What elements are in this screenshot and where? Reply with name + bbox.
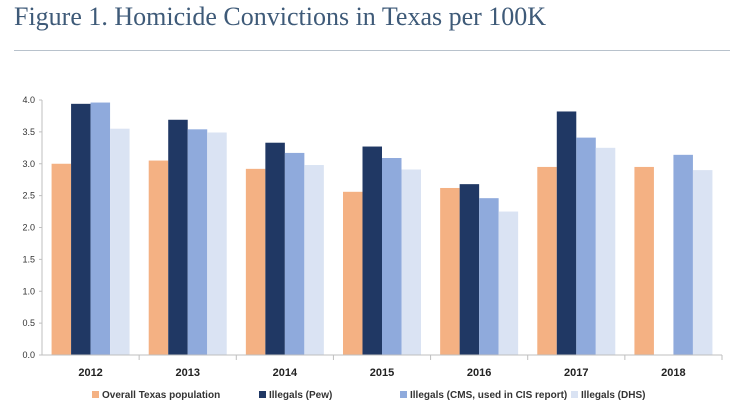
bar-2012-series-1 xyxy=(51,163,72,355)
y-tick-label: 2.5 xyxy=(22,191,35,201)
legend-label-1: Overall Texas population xyxy=(102,390,220,401)
page-title: Figure 1. Homicide Convictions in Texas … xyxy=(14,2,547,31)
y-axis: 0.0 0.5 1.0 1.5 2.0 2.5 3.0 3.5 4.0 xyxy=(22,95,43,360)
bar-2012-series-2 xyxy=(71,103,91,355)
legend-label-2: Illegals (Pew) xyxy=(269,390,332,401)
legend: Overall Texas population Illegals (Pew) Il… xyxy=(92,390,645,401)
y-tick-label: 1.5 xyxy=(22,254,35,264)
bar-2018-series-4 xyxy=(692,170,713,355)
legend-label-3: Illegals (CMS, used in CIS report) xyxy=(410,390,567,401)
bar-2012-series-4 xyxy=(110,128,130,355)
bar-2014-series-2 xyxy=(265,142,285,355)
bar-2017-series-1 xyxy=(537,166,557,355)
bar-2014-series-3 xyxy=(284,152,305,355)
y-tick-label: 4.0 xyxy=(22,95,35,105)
bar-2018-series-1 xyxy=(634,166,654,355)
y-tick-label: 0.0 xyxy=(22,350,35,360)
legend-swatch-2 xyxy=(259,391,266,398)
bar-2016-series-4 xyxy=(498,211,519,355)
bar-2017-series-2 xyxy=(556,111,577,355)
bar-2016-series-2 xyxy=(459,184,480,355)
bar-2013-series-4 xyxy=(207,132,227,355)
legend-swatch-1 xyxy=(92,391,99,398)
x-axis: 2012 2013 2014 2015 2016 2017 2018 xyxy=(42,354,723,379)
y-tick-label: 3.5 xyxy=(22,127,35,137)
y-tick-label: 1.0 xyxy=(22,286,35,296)
x-category-label: 2014 xyxy=(273,367,298,379)
bar-2013-series-1 xyxy=(148,160,169,355)
bar-2014-series-1 xyxy=(245,168,266,355)
legend-label-4: Illegals (DHS) xyxy=(581,390,645,401)
bar-2015-series-4 xyxy=(401,169,421,355)
bar-2017-series-3 xyxy=(576,137,596,355)
bar-2013-series-3 xyxy=(187,129,208,355)
bar-2013-series-2 xyxy=(168,119,188,355)
legend-swatch-4 xyxy=(571,391,578,398)
x-category-label: 2015 xyxy=(370,367,394,379)
bars xyxy=(51,102,713,355)
x-category-label: 2016 xyxy=(467,367,491,379)
legend-swatch-3 xyxy=(400,391,407,398)
bar-2014-series-4 xyxy=(304,165,324,355)
title-divider xyxy=(14,50,730,51)
x-category-label: 2018 xyxy=(661,367,685,379)
x-category-label: 2012 xyxy=(78,367,102,379)
bar-2016-series-1 xyxy=(440,187,460,355)
bar-2015-series-3 xyxy=(382,158,402,355)
y-tick-label: 2.0 xyxy=(22,223,35,233)
bar-2017-series-4 xyxy=(595,147,616,355)
bar-2018-series-3 xyxy=(673,154,693,355)
bar-2012-series-3 xyxy=(90,102,111,355)
y-tick-label: 0.5 xyxy=(22,318,35,328)
bar-2015-series-1 xyxy=(343,191,363,355)
y-tick-label: 3.0 xyxy=(22,159,35,169)
bar-2016-series-3 xyxy=(479,198,499,355)
x-category-label: 2017 xyxy=(564,367,588,379)
bar-2015-series-2 xyxy=(362,146,382,355)
x-category-label: 2013 xyxy=(175,367,199,379)
